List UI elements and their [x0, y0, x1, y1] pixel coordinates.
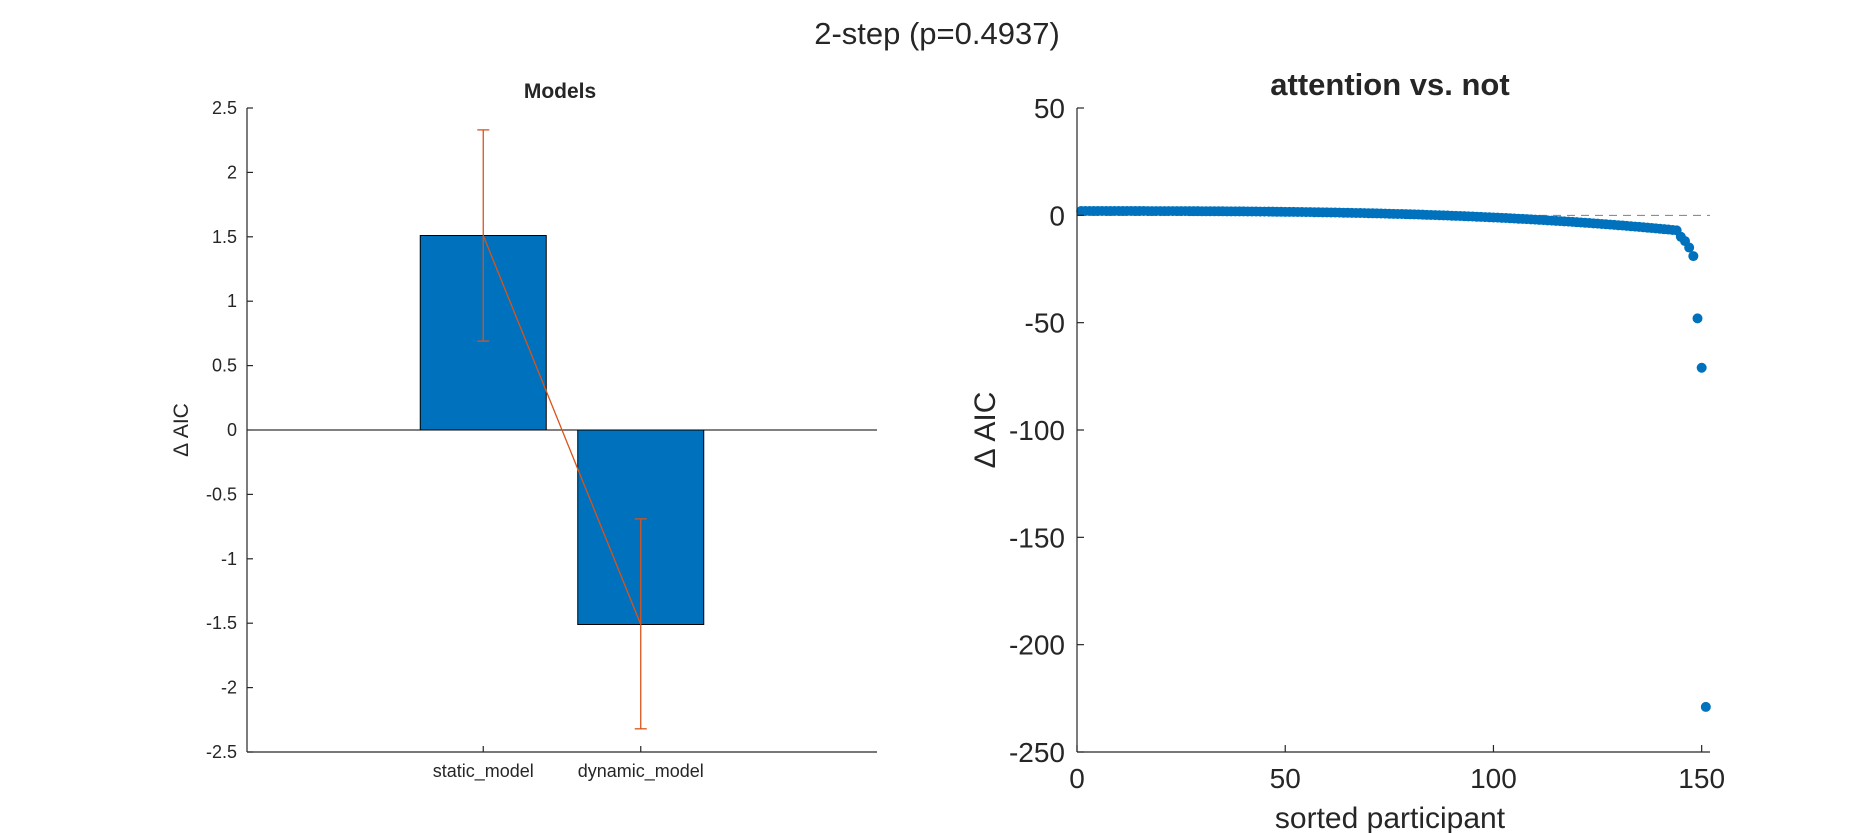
bar-chart-axes: 2.5 2 1.5 1 0.5 0 -0.5 -1 -1.5 -2 -2.5 static_model… — [206, 98, 877, 782]
bar-chart-x-tick-label: static_model — [433, 761, 534, 782]
scatter-chart-y-tick-label: 0 — [1049, 200, 1065, 231]
error-connector-line — [482, 235, 642, 625]
scatter-chart-marks — [1076, 206, 1711, 712]
scatter-chart-y-tick-label: -100 — [1009, 415, 1065, 446]
bar-chart-y-axis-label: Δ AIC — [170, 403, 193, 457]
scatter-point — [1684, 242, 1695, 253]
scatter-chart-y-tick-label: -50 — [1025, 308, 1065, 339]
bar-chart-y-tick-label: 1 — [227, 291, 237, 311]
scatter-chart-x-tick-label: 50 — [1270, 763, 1301, 794]
scatter-chart-y-tick-label: -150 — [1009, 522, 1065, 553]
scatter-chart-title: attention vs. not — [1270, 67, 1509, 102]
bar-chart-y-tick-label: -0.5 — [206, 484, 237, 504]
error-bar-static_model — [477, 129, 490, 342]
scatter-point — [1692, 313, 1703, 324]
scatter-chart-panel: attention vs. not Δ AIC sorted participa… — [969, 67, 1725, 833]
scatter-chart-x-tick-label: 100 — [1470, 763, 1517, 794]
scatter-chart-y-tick-label: -250 — [1009, 737, 1065, 768]
scatter-point — [1696, 362, 1707, 373]
scatter-chart-x-tick-label: 150 — [1678, 763, 1725, 794]
bar-chart-y-tick-label: 1.5 — [212, 227, 237, 247]
bar-chart-marks — [247, 129, 877, 730]
scatter-chart-y-axis-label: Δ AIC — [969, 392, 1002, 469]
bar-chart-y-tick-label: -2.5 — [206, 742, 237, 762]
scatter-chart-x-axis-label: sorted participant — [1275, 802, 1506, 833]
figure-suptitle: 2-step (p=0.4937) — [814, 16, 1060, 51]
bar-chart-y-tick-label: 0 — [227, 420, 237, 440]
scatter-chart-y-tick-label: 50 — [1034, 93, 1065, 124]
scatter-point — [1688, 251, 1699, 262]
scatter-chart-x-tick-label: 0 — [1069, 763, 1085, 794]
bar-chart-y-tick-label: -2 — [221, 678, 237, 698]
bar-chart-y-tick-label: 0.5 — [212, 356, 237, 376]
bar-chart-y-tick-label: -1.5 — [206, 613, 237, 633]
bar-chart-panel: Models Δ AIC 2.5 2 1.5 1 0.5 0 -0.5 -1 -1.5 -2 -2.… — [170, 80, 877, 782]
bar-chart-y-tick-label: 2 — [227, 162, 237, 182]
bar-chart-y-tick-label: -1 — [221, 549, 237, 569]
scatter-point — [1700, 701, 1711, 712]
scatter-chart-y-tick-label: -200 — [1009, 630, 1065, 661]
bar-chart-y-tick-label: 2.5 — [212, 98, 237, 118]
bar-chart-x-tick-label: dynamic_model — [578, 761, 704, 782]
error-bar-dynamic_model — [634, 518, 647, 730]
bar-chart-title: Models — [524, 80, 596, 103]
